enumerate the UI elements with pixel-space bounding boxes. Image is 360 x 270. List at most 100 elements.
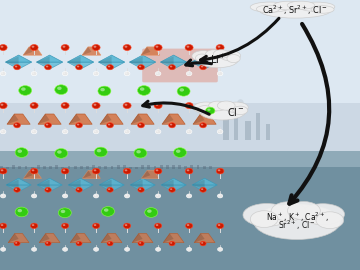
Bar xyxy=(223,119,229,140)
Circle shape xyxy=(125,224,127,226)
Polygon shape xyxy=(163,234,174,243)
Circle shape xyxy=(139,66,141,68)
Circle shape xyxy=(188,195,189,196)
Bar xyxy=(184,167,187,169)
Polygon shape xyxy=(67,62,94,69)
Polygon shape xyxy=(67,56,81,67)
Circle shape xyxy=(57,150,62,154)
Bar xyxy=(234,108,238,140)
Circle shape xyxy=(187,224,189,226)
Bar xyxy=(172,166,175,169)
Ellipse shape xyxy=(316,212,344,229)
Polygon shape xyxy=(132,234,153,243)
Circle shape xyxy=(63,130,65,132)
Polygon shape xyxy=(161,56,174,67)
Polygon shape xyxy=(36,56,50,67)
Circle shape xyxy=(134,148,147,158)
Circle shape xyxy=(216,45,224,50)
Bar xyxy=(141,167,144,169)
Polygon shape xyxy=(130,56,143,67)
Circle shape xyxy=(138,86,150,95)
Circle shape xyxy=(1,130,3,132)
Polygon shape xyxy=(99,178,124,185)
Circle shape xyxy=(177,86,190,96)
Polygon shape xyxy=(130,55,156,62)
Polygon shape xyxy=(130,180,143,189)
Circle shape xyxy=(125,104,127,106)
Circle shape xyxy=(94,224,96,226)
Circle shape xyxy=(169,241,175,246)
Polygon shape xyxy=(101,234,112,243)
Circle shape xyxy=(32,195,34,196)
Bar xyxy=(43,167,46,169)
Circle shape xyxy=(156,195,158,196)
Circle shape xyxy=(76,241,82,246)
Polygon shape xyxy=(162,114,185,124)
Circle shape xyxy=(147,210,152,213)
Circle shape xyxy=(0,194,6,198)
Circle shape xyxy=(15,124,17,126)
Circle shape xyxy=(156,72,158,74)
Circle shape xyxy=(139,188,141,190)
Circle shape xyxy=(1,46,3,48)
Polygon shape xyxy=(6,180,19,189)
Circle shape xyxy=(156,248,161,251)
Polygon shape xyxy=(68,178,93,185)
Circle shape xyxy=(77,66,79,68)
Bar xyxy=(24,166,27,169)
Circle shape xyxy=(46,188,48,190)
Circle shape xyxy=(98,86,111,96)
Circle shape xyxy=(218,224,220,226)
Polygon shape xyxy=(82,47,91,55)
Polygon shape xyxy=(5,56,19,67)
Circle shape xyxy=(185,103,193,109)
Circle shape xyxy=(32,248,34,249)
Polygon shape xyxy=(24,170,41,178)
Polygon shape xyxy=(38,114,61,124)
Circle shape xyxy=(108,124,110,126)
Bar xyxy=(92,167,95,169)
Bar xyxy=(31,166,33,169)
Circle shape xyxy=(187,72,189,74)
Circle shape xyxy=(0,130,6,134)
Circle shape xyxy=(92,103,100,109)
Circle shape xyxy=(138,65,144,70)
Polygon shape xyxy=(130,185,155,192)
Ellipse shape xyxy=(208,101,227,111)
Circle shape xyxy=(170,188,172,190)
Polygon shape xyxy=(69,114,92,124)
Circle shape xyxy=(32,104,35,106)
Circle shape xyxy=(46,124,48,126)
Polygon shape xyxy=(162,114,174,124)
Ellipse shape xyxy=(220,51,240,61)
Polygon shape xyxy=(37,180,50,189)
Polygon shape xyxy=(132,234,143,243)
Circle shape xyxy=(125,72,127,74)
Circle shape xyxy=(104,208,108,212)
Circle shape xyxy=(217,72,223,76)
Ellipse shape xyxy=(192,50,215,62)
Polygon shape xyxy=(161,62,187,69)
Circle shape xyxy=(15,148,28,157)
Bar xyxy=(153,166,156,169)
Polygon shape xyxy=(69,114,81,124)
Polygon shape xyxy=(193,114,204,124)
Circle shape xyxy=(138,123,144,128)
Polygon shape xyxy=(192,55,218,62)
Circle shape xyxy=(156,104,158,106)
Circle shape xyxy=(140,87,144,91)
Circle shape xyxy=(1,248,3,249)
Bar xyxy=(12,165,15,169)
Polygon shape xyxy=(161,180,174,189)
Circle shape xyxy=(45,187,51,192)
Circle shape xyxy=(76,123,82,128)
Circle shape xyxy=(108,66,110,68)
Circle shape xyxy=(187,169,189,171)
Circle shape xyxy=(156,46,158,48)
Ellipse shape xyxy=(256,5,279,13)
Circle shape xyxy=(15,207,28,217)
Bar xyxy=(245,122,251,140)
Ellipse shape xyxy=(259,2,331,18)
Circle shape xyxy=(186,248,192,251)
Circle shape xyxy=(156,224,158,226)
